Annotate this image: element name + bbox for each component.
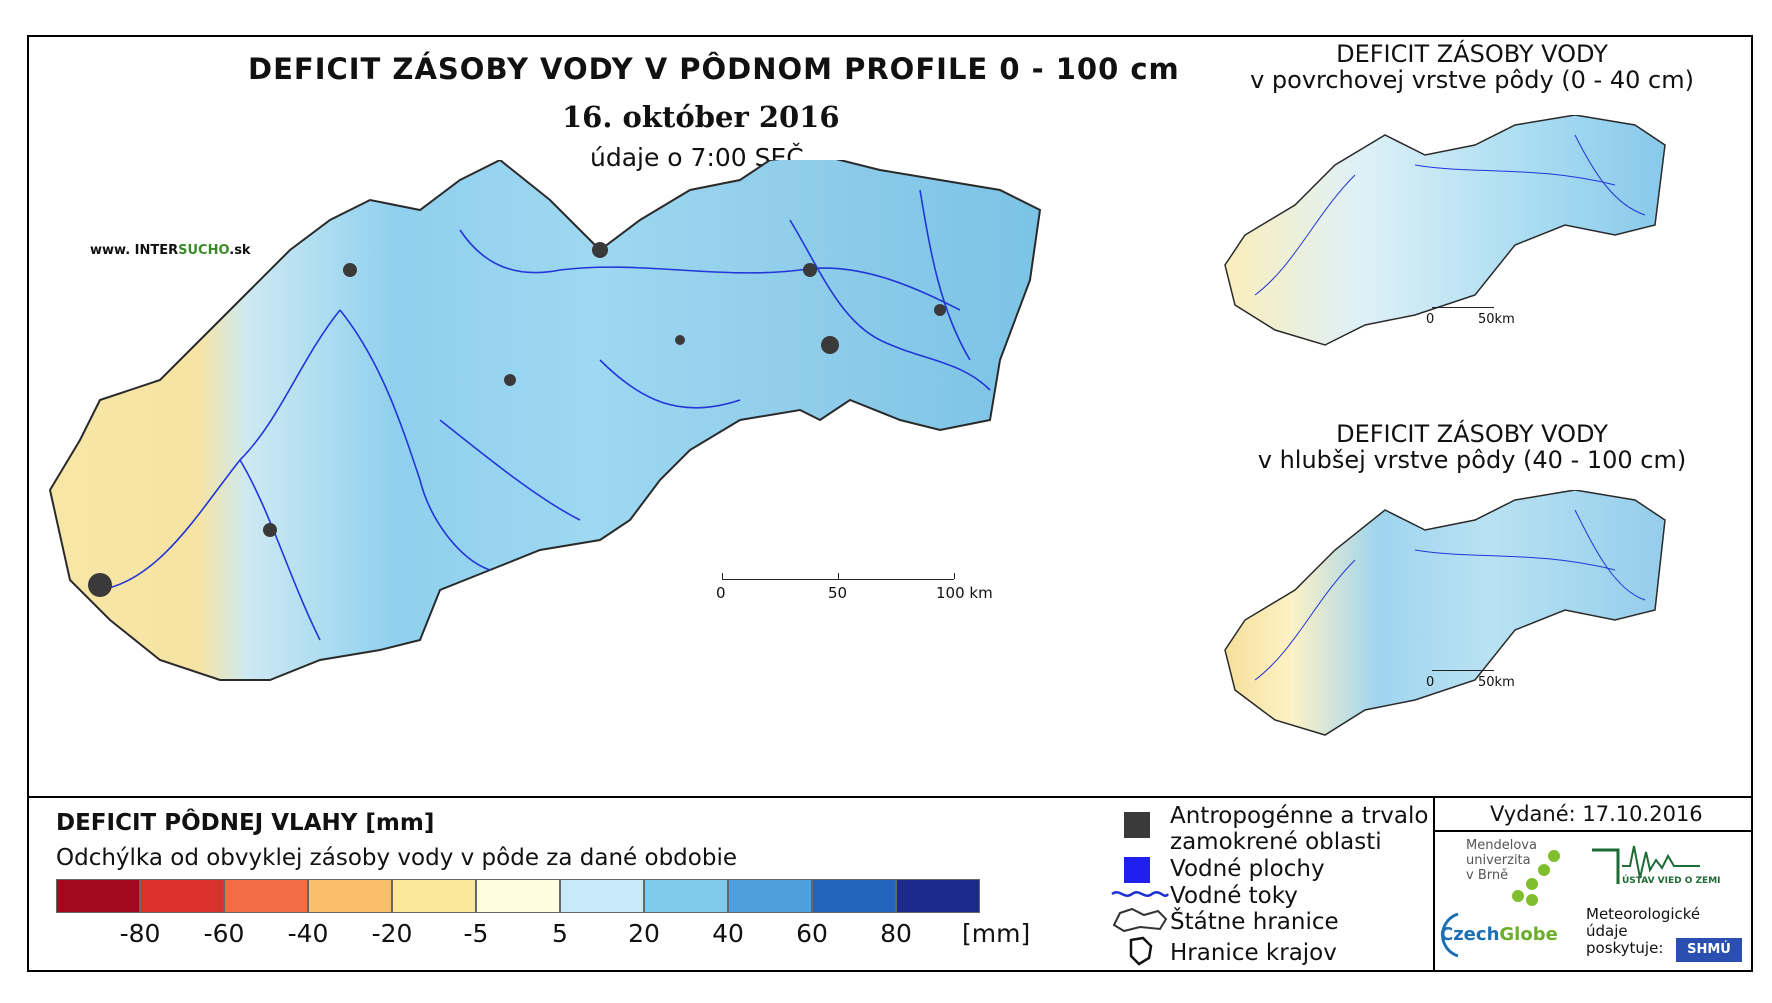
website-prefix: www. INTER [90, 243, 179, 258]
ustav-logo [1592, 845, 1700, 884]
main-scale-0: 0 [716, 584, 726, 602]
inset-top-map [1224, 115, 1666, 346]
czechglobe-b: Globe [1499, 924, 1558, 945]
legend-color-7 [644, 879, 728, 913]
meteo-line-1: Meteorologické [1586, 905, 1701, 923]
main-scalebar-line [722, 579, 954, 580]
legend-color-10 [896, 879, 980, 913]
website-suffix: .sk [229, 243, 251, 258]
inset-bottom-rivers [1254, 509, 1646, 681]
legend-label: -5 [463, 919, 489, 948]
inset-bottom-map [1224, 490, 1666, 736]
inset-bottom-scale-0: 0 [1426, 675, 1435, 690]
mendel-dots-logo [1512, 850, 1560, 906]
urban-areas [88, 242, 946, 597]
region-icon [1129, 936, 1153, 966]
inset-top-title-1: DEFICIT ZÁSOBY VODY [1336, 40, 1608, 68]
legend-color-1 [140, 879, 224, 913]
legend-color-2 [224, 879, 308, 913]
legend-color-5 [476, 879, 560, 913]
regions-label: Hranice krajov [1170, 940, 1337, 966]
main-scale-50: 50 [828, 584, 848, 602]
legend-color-8 [728, 879, 812, 913]
inset-top-scalebar [1432, 307, 1494, 308]
inset-top-shape [1224, 115, 1666, 346]
slovakia-shape [48, 160, 1042, 681]
inset-top-scale-50: 50km [1478, 312, 1515, 327]
shmu-label: SHMÚ [1687, 942, 1731, 957]
main-scalebar-tick [838, 573, 839, 579]
main-scalebar-tick [722, 573, 723, 579]
main-title: DEFICIT ZÁSOBY VODY V PÔDNOM PROFILE 0 -… [248, 52, 1180, 86]
website-sucho: SUCHO [178, 243, 230, 258]
urban-swatch [1124, 812, 1150, 838]
legend-label: -40 [287, 919, 329, 948]
legend-title: DEFICIT PÔDNEJ VLAHY [mm] [56, 810, 435, 836]
inset-bottom-scalebar [1432, 670, 1494, 671]
legend-subtitle: Odchýlka od obvyklej zásoby vody v pôde … [56, 845, 737, 871]
inset-bottom-title-1: DEFICIT ZÁSOBY VODY [1336, 420, 1608, 448]
urban-label-1: Antropogénne a trvalo [1170, 803, 1429, 829]
credits-divider [1433, 796, 1435, 972]
inset-bottom-title-2: v hlubšej vrstve pôdy (40 - 100 cm) [1257, 446, 1687, 474]
main-scalebar-tick [954, 573, 955, 579]
website-link[interactable]: www. INTERSUCHO.sk [90, 243, 251, 258]
inset-bottom-shape [1224, 490, 1666, 736]
legend-label: 80 [880, 919, 912, 948]
meteo-line-2: údaje [1586, 922, 1628, 940]
border-label: Štátne hranice [1170, 909, 1339, 935]
legend-label: -60 [203, 919, 245, 948]
map-date: 16. október 2016 [562, 100, 840, 134]
legend-unit: [mm] [962, 919, 1031, 948]
legend-label: 20 [628, 919, 660, 948]
rivers-label: Vodné toky [1170, 883, 1298, 909]
inset-top-rivers [1254, 134, 1646, 296]
legend-divider [27, 796, 1753, 798]
legend-label: -20 [371, 919, 413, 948]
mendel-line-2: univerzita [1466, 853, 1531, 868]
river-icon [1111, 891, 1170, 897]
main-scale-100: 100 km [936, 584, 993, 602]
main-map [48, 160, 1042, 681]
legend-label: 5 [552, 919, 568, 948]
legend-label: -80 [119, 919, 161, 948]
legend-color-4 [392, 879, 476, 913]
border-icon [1112, 907, 1168, 933]
inset-bottom-scale-50: 50km [1478, 675, 1515, 690]
legend-color-0 [56, 879, 140, 913]
legend-label: 60 [796, 919, 828, 948]
legend-color-3 [308, 879, 392, 913]
urban-label-2: zamokrené oblasti [1170, 829, 1382, 855]
mendel-line-3: v Brně [1466, 868, 1509, 883]
mendel-line-1: Mendelova [1466, 838, 1537, 853]
czechglobe-a: Czech [1440, 924, 1500, 945]
water-label: Vodné plochy [1170, 856, 1325, 882]
issued-divider [1433, 830, 1753, 832]
water-swatch [1124, 857, 1150, 883]
legend-color-6 [560, 879, 644, 913]
map-frame [27, 35, 1753, 972]
legend-color-9 [812, 879, 896, 913]
issued-date: Vydané: 17.10.2016 [1490, 802, 1703, 826]
czechglobe-logo: CzechGlobe [1440, 924, 1558, 945]
inset-top-title-2: v povrchovej vrstve pôdy (0 - 40 cm) [1250, 66, 1694, 94]
inset-top-scale-0: 0 [1426, 312, 1435, 327]
river-network [99, 189, 991, 641]
czechglobe-arc-icon [1441, 912, 1459, 958]
legend-label: 40 [712, 919, 744, 948]
meteo-line-3: poskytuje: [1586, 939, 1664, 957]
shmu-logo: SHMÚ [1676, 938, 1742, 962]
ustav-label: ÚSTAV VIED O ZEMI [1622, 876, 1721, 886]
